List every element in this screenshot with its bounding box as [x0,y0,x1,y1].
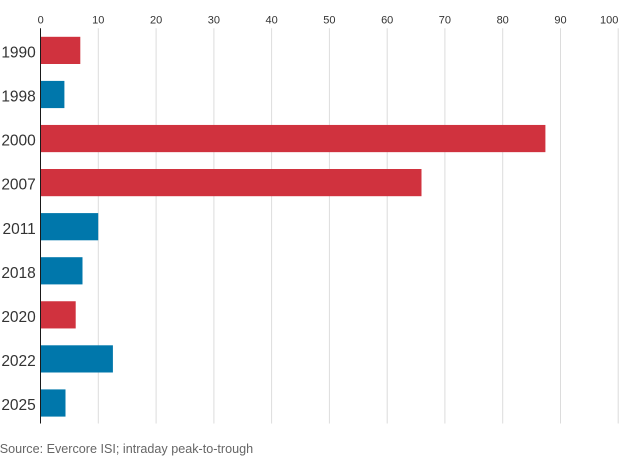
svg-text:2007: 2007 [1,177,35,194]
svg-text:2011: 2011 [2,221,35,238]
svg-text:0: 0 [38,15,44,27]
svg-text:2018: 2018 [1,265,35,282]
svg-text:2020: 2020 [1,309,36,326]
svg-text:1990: 1990 [1,44,36,61]
svg-text:2022: 2022 [1,353,35,370]
svg-text:40: 40 [265,15,277,27]
svg-text:70: 70 [439,15,451,27]
svg-text:50: 50 [323,15,335,27]
svg-text:2025: 2025 [1,397,35,414]
svg-text:Source: Evercore ISI; intraday: Source: Evercore ISI; intraday peak-to-t… [0,442,253,456]
svg-text:100: 100 [600,15,618,27]
svg-text:1998: 1998 [1,89,35,106]
svg-text:80: 80 [497,15,509,27]
svg-text:90: 90 [554,15,566,27]
svg-text:20: 20 [150,15,162,27]
svg-text:2000: 2000 [1,133,36,150]
svg-text:30: 30 [208,15,220,27]
svg-text:60: 60 [381,15,393,27]
svg-text:10: 10 [92,15,104,27]
